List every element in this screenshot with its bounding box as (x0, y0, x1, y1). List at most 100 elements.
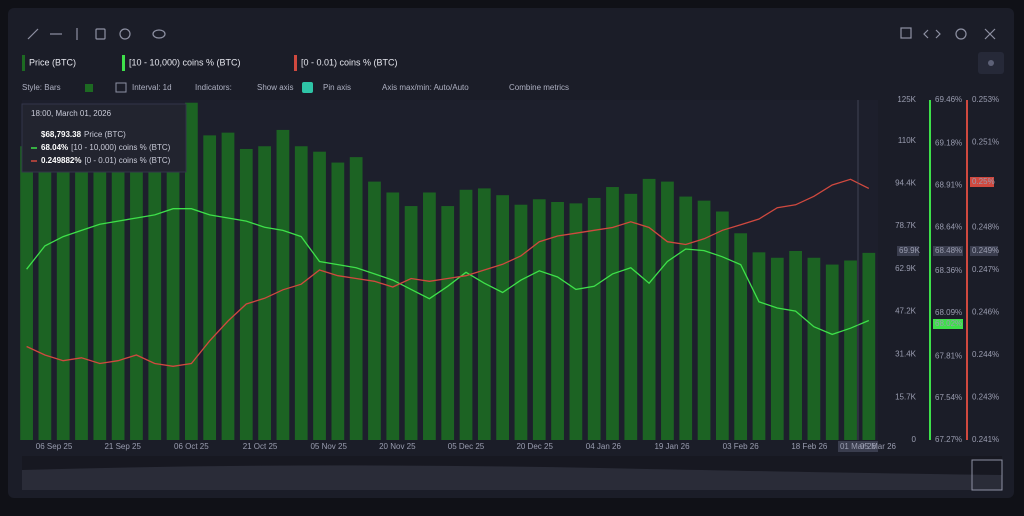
y-tick-label: 0.243% (972, 393, 999, 402)
y-tick-label: 125K (897, 95, 916, 104)
bar (679, 196, 693, 440)
bar (38, 138, 52, 440)
y-tick-label: 69.46% (935, 95, 962, 104)
axis-badge-label: 68.02% (935, 319, 962, 328)
tab-label[interactable]: [0 - 0.01) coins % (BTC) (301, 57, 398, 67)
bar (807, 257, 821, 440)
bar (93, 124, 107, 440)
axis-badge-label: 68.48% (935, 246, 962, 255)
axis-badge-label: 0.249% (972, 246, 999, 255)
tab-color (294, 55, 297, 71)
x-tick-label: 05 Nov 25 (310, 442, 347, 451)
x-tick-label: 20 Dec 25 (516, 442, 553, 451)
x-tick-label: 21 Oct 25 (243, 442, 278, 451)
bar (313, 151, 326, 440)
crosshair-x-label: 01 Mar 26 (840, 442, 877, 451)
y-tick-label: 62.9K (895, 264, 917, 273)
color-swatch[interactable] (85, 84, 93, 92)
line (26, 208, 870, 336)
bar (130, 132, 143, 440)
tooltip-value: 68.04% (41, 143, 68, 152)
axis-badge-label: 69.9K (899, 246, 921, 255)
x-tick-label: 06 Sep 25 (36, 442, 73, 451)
indicators-select[interactable]: Indicators: (195, 83, 232, 92)
y-tick-label: 67.54% (935, 393, 962, 402)
y-tick-label: 67.81% (935, 351, 962, 360)
y-tick-label: 0.246% (972, 308, 999, 317)
bar (184, 102, 198, 440)
navigator-window[interactable] (971, 459, 1003, 491)
bar (56, 135, 70, 441)
y-tick-label: 0.247% (972, 265, 999, 274)
bar (752, 252, 766, 440)
bar (386, 192, 400, 440)
y-tick-label: 94.4K (895, 178, 917, 187)
interval-select[interactable]: Interval: 1d (132, 83, 172, 92)
bar (514, 204, 528, 440)
tab-label[interactable]: [10 - 10,000) coins % (BTC) (129, 57, 241, 67)
y-tick-label: 68.64% (935, 222, 962, 231)
axis-badge (933, 246, 963, 256)
y-tick-label: 68.36% (935, 266, 962, 275)
bar (789, 250, 802, 440)
show-axis-checkbox[interactable] (302, 82, 313, 93)
bar (642, 178, 656, 440)
y-tick-label: 31.4K (895, 350, 917, 359)
axis-badge (933, 319, 963, 329)
bar (276, 129, 290, 441)
bar (624, 193, 638, 440)
y-tick-label: 67.27% (935, 435, 962, 444)
axis-badge (897, 246, 919, 256)
x-tick-label: 05 Mar 26 (860, 442, 897, 451)
bar (239, 148, 253, 440)
bar (221, 132, 235, 440)
tooltip-row: 0.249882% [0 - 0.01) coins % (BTC) (41, 156, 171, 165)
tooltip-row: $68,793.38 Price (BTC) (41, 130, 126, 139)
y-tick-label: 0.253% (972, 95, 999, 104)
x-tick-label: 03 Feb 26 (723, 442, 760, 451)
pin-axis-label[interactable]: Pin axis (323, 83, 351, 92)
x-tick-label: 04 Jan 26 (586, 442, 622, 451)
bar (258, 146, 271, 441)
bar (368, 181, 381, 440)
bar (459, 189, 473, 440)
bar (477, 188, 491, 440)
bar (587, 197, 601, 440)
tooltip-label: Price (BTC) (84, 130, 126, 139)
settings-dot (988, 60, 994, 66)
bar (844, 260, 857, 440)
header-icons[interactable] (27, 27, 996, 40)
axis-badge-label: 0.25% (972, 177, 995, 186)
bar (294, 146, 308, 441)
tooltip-value: 0.249882% (41, 156, 81, 165)
y-tick-label: 0.251% (972, 138, 999, 147)
tooltip-time: 18:00, March 01, 2026 (31, 109, 112, 118)
x-tick-label: 05 Dec 25 (448, 442, 485, 451)
style-select[interactable]: Style: Bars (22, 83, 61, 92)
bar (331, 162, 345, 440)
bar (697, 200, 711, 440)
bar (661, 181, 674, 440)
y-tick-label: 110K (898, 136, 917, 145)
calendar-icon (115, 82, 127, 93)
bar (148, 135, 162, 441)
combine-metrics[interactable]: Combine metrics (509, 83, 569, 92)
tooltip: 18:00, March 01, 2026 (21, 103, 187, 173)
bar (203, 135, 217, 441)
tab-color (22, 55, 25, 71)
tooltip-label: [0 - 0.01) coins % (BTC) (84, 156, 170, 165)
bar (569, 203, 583, 440)
y-tick-label: 0.248% (972, 223, 999, 232)
bar (715, 211, 729, 440)
tab-label[interactable]: Price (BTC) (29, 57, 76, 67)
tooltip-value: $68,793.38 (41, 130, 82, 139)
axis-minmax-select[interactable]: Axis max/min: Auto/Auto (382, 83, 469, 92)
show-axis-label[interactable]: Show axis (257, 83, 293, 92)
x-tick-label: 19 Jan 26 (654, 442, 690, 451)
x-tick-label: 06 Oct 25 (174, 442, 209, 451)
bar (423, 192, 436, 440)
line (26, 178, 870, 367)
bar (349, 157, 363, 440)
bar (441, 206, 455, 440)
